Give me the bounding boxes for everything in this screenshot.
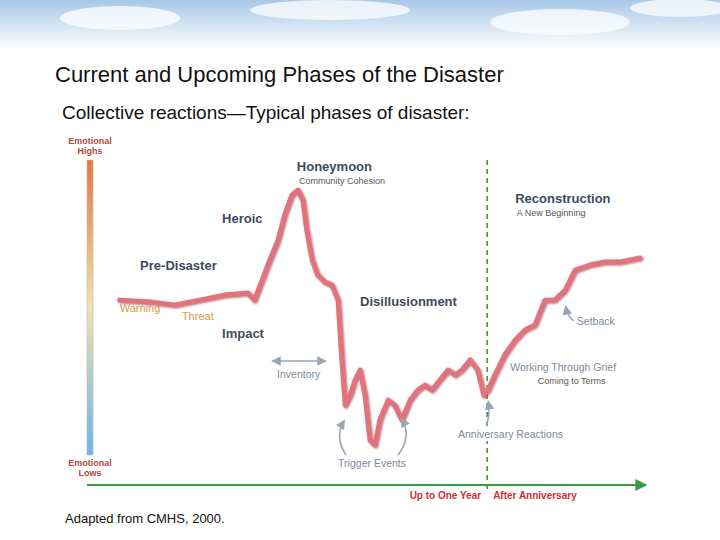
annotation-group: Disillusionment (360, 294, 457, 309)
annotation: Reconstruction (515, 191, 610, 206)
annotation-group: Working Through Grief (508, 360, 618, 374)
annotation: Anniversary Reactions (458, 428, 563, 440)
phase-curve (120, 190, 640, 445)
period-label: Up to One Year (410, 490, 482, 501)
arrow (486, 402, 489, 426)
arrow (273, 360, 325, 362)
annotation: Community Cohesion (299, 176, 385, 186)
annotation-group: Pre-Disaster (140, 258, 217, 273)
annotation: Trigger Events (338, 457, 406, 469)
annotation-group: Community Cohesion (299, 176, 385, 186)
cloud (60, 6, 180, 30)
sky-band (0, 0, 720, 50)
label-patch (336, 456, 408, 470)
annotation-group: Threat (182, 310, 214, 322)
annotation-group: Warning (120, 302, 161, 314)
arrow (398, 419, 406, 455)
plot-area (120, 190, 640, 445)
y-end-label: EmotionalLows (68, 458, 112, 478)
chart: Current and Upcoming Phases of the Disas… (0, 0, 720, 540)
annotation: Honeymoon (297, 159, 372, 174)
annotation-group: Coming to Terms (538, 376, 606, 386)
anniversary-line (486, 160, 488, 491)
annotation-group: Impact (222, 326, 265, 341)
annotation: Disillusionment (360, 294, 457, 309)
annotation-group: A New Beginning (517, 208, 586, 218)
annotation-group: Trigger Events (336, 456, 408, 470)
arrows (273, 307, 574, 455)
period-label: After Anniversary (493, 490, 577, 501)
label-patch (508, 360, 618, 374)
annotation-group: Inventory (275, 367, 323, 381)
annotation: Warning (120, 302, 161, 314)
annotation: A New Beginning (517, 208, 586, 218)
annotation-group: Heroic (222, 211, 262, 226)
annotation: Impact (222, 326, 265, 341)
source: Adapted from CMHS, 2000. (65, 511, 225, 526)
subtitle: Collective reactions—Typical phases of d… (62, 102, 470, 123)
annotation: Threat (182, 310, 214, 322)
y-end-label: EmotionalHighs (68, 136, 112, 156)
label-patch (275, 367, 323, 381)
annotation-group: Honeymoon (297, 159, 372, 174)
cloud (630, 0, 720, 17)
annotation: Pre-Disaster (140, 258, 217, 273)
arrow (566, 307, 574, 321)
annotation: Inventory (277, 368, 321, 380)
annotation: Coming to Terms (538, 376, 606, 386)
arrow (340, 421, 347, 455)
annotation: Setback (577, 315, 616, 327)
y-axis (87, 160, 93, 455)
label-patch (456, 427, 565, 441)
cloud (250, 0, 410, 20)
label-patch (575, 314, 618, 328)
annotation-group: Setback (575, 314, 618, 328)
title: Current and Upcoming Phases of the Disas… (55, 62, 504, 87)
annotation: Heroic (222, 211, 262, 226)
annotation-group: Anniversary Reactions (456, 427, 565, 441)
cloud (490, 9, 630, 35)
annotations: Honeymoon Heroic Pre-Disaster Impact Disillu… (120, 159, 618, 470)
annotation-group: Reconstruction (515, 191, 610, 206)
x-axis (87, 484, 645, 486)
annotation: Working Through Grief (510, 361, 616, 373)
